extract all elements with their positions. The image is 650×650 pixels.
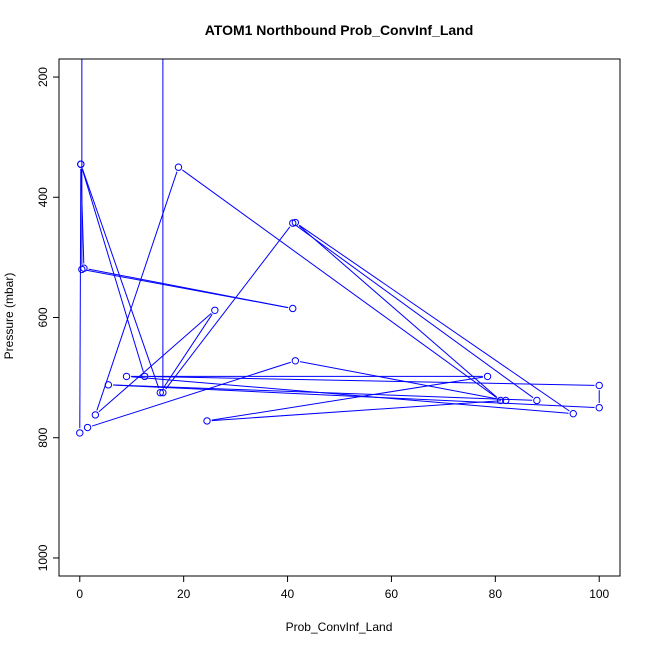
data-point bbox=[104, 381, 113, 389]
x-tick-label: 100 bbox=[589, 587, 609, 601]
data-point bbox=[291, 357, 300, 365]
data-point bbox=[502, 396, 510, 405]
series-segment bbox=[298, 224, 570, 412]
series-segment bbox=[165, 226, 291, 390]
series-segment bbox=[98, 313, 212, 413]
series-segment bbox=[299, 361, 502, 401]
data-point bbox=[569, 409, 577, 418]
series-segment bbox=[79, 168, 82, 429]
series-segment bbox=[88, 268, 289, 309]
y-tick-label: 400 bbox=[36, 187, 50, 207]
data-point bbox=[211, 306, 219, 314]
series-segment bbox=[113, 384, 595, 408]
y-tick-label: 200 bbox=[36, 67, 50, 87]
data-point bbox=[595, 403, 603, 412]
data-point bbox=[483, 372, 492, 381]
chart-title: ATOM1 Northbound Prob_ConvInf_Land bbox=[205, 22, 474, 38]
series-segment bbox=[96, 171, 178, 411]
series-segment bbox=[296, 225, 534, 399]
x-tick-label: 0 bbox=[76, 587, 83, 601]
x-axis: 0 20 40 60 80 100 bbox=[76, 575, 610, 601]
data-point bbox=[174, 163, 183, 171]
data-point bbox=[203, 417, 211, 425]
data-point bbox=[79, 14, 85, 20]
series-segment bbox=[81, 168, 160, 389]
data-point bbox=[533, 396, 541, 405]
data-point bbox=[289, 219, 297, 227]
data-point bbox=[83, 423, 92, 432]
data-point bbox=[141, 372, 149, 381]
series-segment bbox=[113, 384, 533, 401]
x-tick-label: 60 bbox=[385, 587, 399, 601]
data-point bbox=[496, 396, 505, 405]
series-segment bbox=[131, 376, 569, 414]
y-tick-label: 1000 bbox=[36, 544, 50, 571]
series-segment bbox=[91, 361, 292, 427]
x-tick-label: 20 bbox=[177, 587, 191, 601]
data-point bbox=[595, 381, 603, 390]
data-point bbox=[77, 160, 85, 168]
x-tick-label: 80 bbox=[489, 587, 503, 601]
series-segment bbox=[149, 376, 595, 386]
series-segment bbox=[211, 400, 502, 422]
series-segment bbox=[81, 168, 144, 373]
data-point bbox=[91, 411, 100, 419]
x-tick-label: 40 bbox=[281, 587, 295, 601]
data-point bbox=[156, 388, 164, 397]
x-axis-label: Prob_ConvInf_Land bbox=[286, 620, 393, 634]
y-axis-label: Pressure (mbar) bbox=[2, 273, 16, 360]
data-point bbox=[159, 388, 167, 397]
y-axis: 200 400 600 800 1000 bbox=[36, 67, 60, 571]
data-point bbox=[76, 429, 84, 437]
series-segment bbox=[298, 225, 498, 398]
series-layer bbox=[76, 14, 603, 437]
series-segment bbox=[181, 169, 498, 399]
y-tick-label: 600 bbox=[36, 307, 50, 327]
data-point bbox=[289, 304, 297, 313]
series-segment bbox=[80, 168, 85, 264]
y-tick-label: 800 bbox=[36, 427, 50, 447]
data-point bbox=[160, 26, 166, 32]
data-point bbox=[122, 372, 131, 381]
data-point bbox=[80, 264, 88, 272]
plot-frame bbox=[58, 58, 621, 577]
series-segment bbox=[211, 376, 483, 421]
